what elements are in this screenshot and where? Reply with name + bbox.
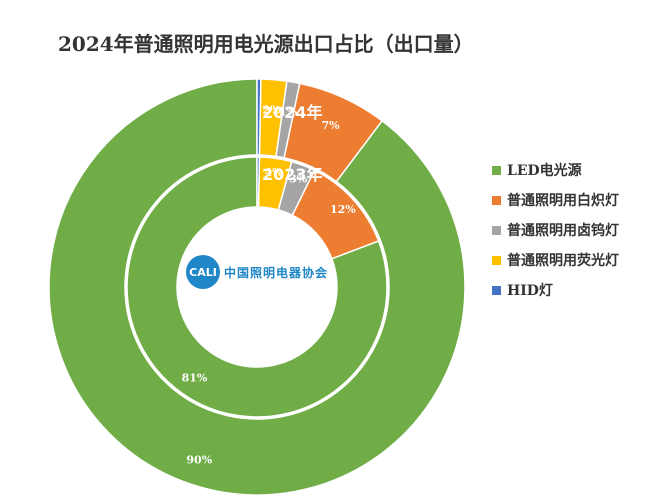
- slice-2023-fluorescent: [257, 156, 293, 211]
- legend-swatch-led: [492, 165, 501, 175]
- legend-label-hid: HID灯: [507, 283, 553, 299]
- legend-label-halogen: 普通照明用卤钨灯: [507, 223, 619, 239]
- legend-item-halogen: 普通照明用卤钨灯: [492, 220, 619, 240]
- slice-2023-incandescent: [291, 169, 380, 260]
- legend-label-incandescent: 普通照明用白炽灯: [507, 193, 619, 209]
- legend-swatch-hid: [492, 285, 501, 295]
- slice-2024-led: [48, 78, 466, 496]
- legend-swatch-incandescent: [492, 195, 501, 205]
- ring-label-2023: 2023年: [262, 165, 323, 184]
- data-label-2024-halogen: 1%: [279, 106, 298, 119]
- association-logo: CALI 中国照明电器协会: [186, 250, 336, 294]
- legend: LED电光源 普通照明用白炽灯 普通照明用卤钨灯 普通照明用荧光灯 HID灯: [492, 160, 619, 310]
- data-label-2023-fluorescent: 4%: [265, 166, 284, 179]
- slice-2023-halogen: [277, 160, 316, 217]
- legend-item-incandescent: 普通照明用白炽灯: [492, 190, 619, 210]
- slice-2023-led: [126, 156, 388, 418]
- chart-title: 2024年普通照明用电光源出口占比（出口量）: [58, 32, 474, 56]
- data-label-2024-fluorescent: 2%: [262, 104, 281, 117]
- data-label-2024-incandescent: 7%: [321, 119, 340, 132]
- legend-item-hid: HID灯: [492, 280, 619, 300]
- data-label-2023-incandescent: 12%: [330, 203, 356, 216]
- data-label-2023-led: 81%: [182, 372, 208, 385]
- logo-text: 中国照明电器协会: [224, 265, 329, 280]
- legend-label-fluorescent: 普通照明用荧光灯: [507, 253, 619, 269]
- legend-swatch-fluorescent: [492, 255, 501, 265]
- slice-2024-incandescent: [283, 82, 384, 183]
- ring-label-2024: 2024年: [262, 103, 323, 122]
- data-label-2023-halogen: 3%: [289, 173, 308, 186]
- legend-item-led: LED电光源: [492, 160, 619, 180]
- legend-label-led: LED电光源: [507, 163, 582, 179]
- data-label-2024-led: 90%: [186, 454, 212, 467]
- slice-2024-fluorescent: [258, 78, 288, 158]
- legend-swatch-halogen: [492, 225, 501, 235]
- logo-badge: CALI: [186, 255, 220, 289]
- legend-item-fluorescent: 普通照明用荧光灯: [492, 250, 619, 270]
- slice-2023-hid: [256, 156, 261, 208]
- slice-2024-hid: [256, 78, 262, 156]
